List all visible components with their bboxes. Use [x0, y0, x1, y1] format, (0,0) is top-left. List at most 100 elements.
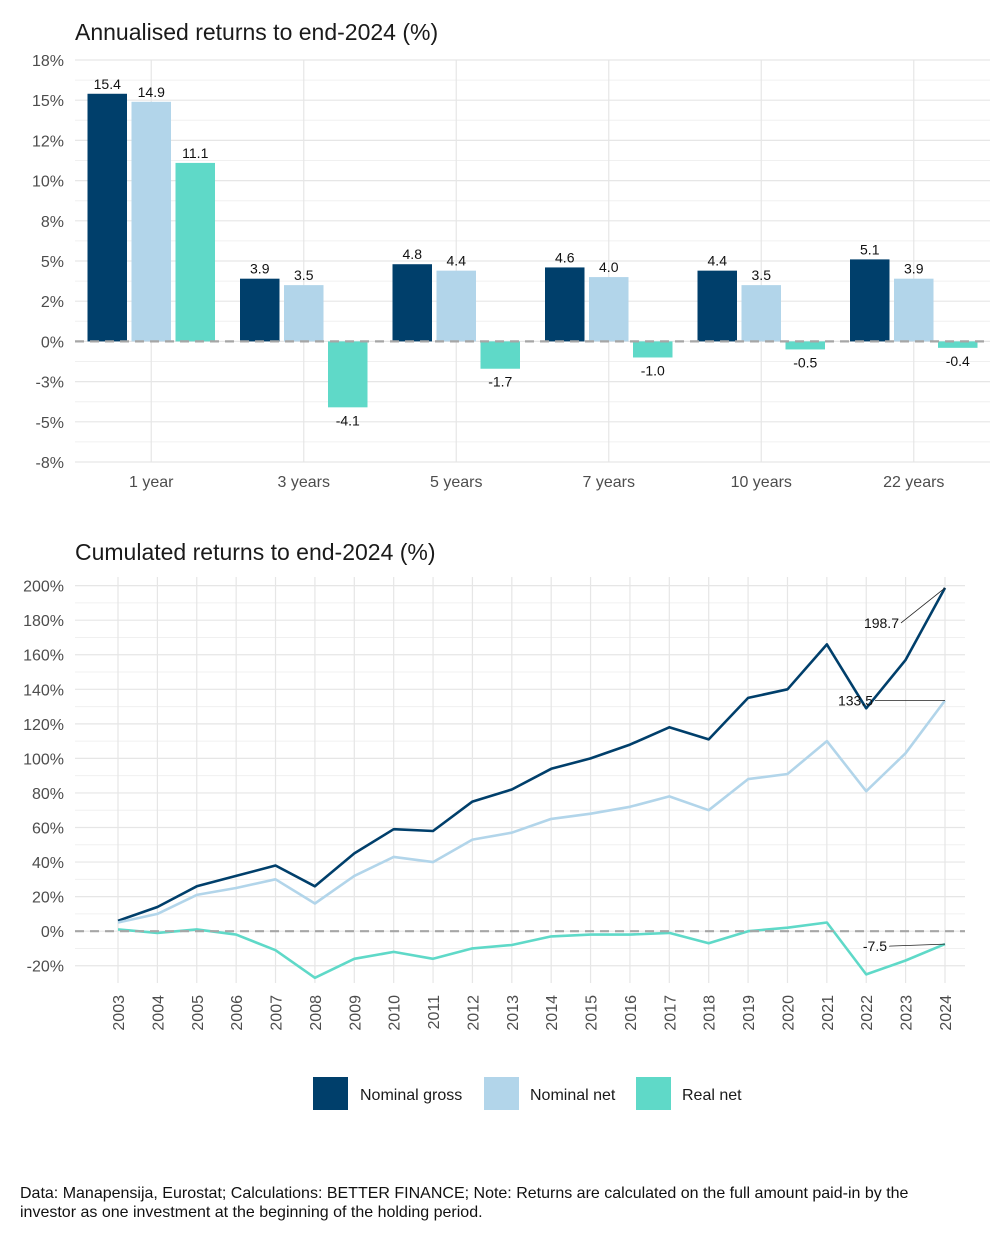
line-x-tick-label: 2006	[229, 995, 246, 1031]
line-y-tick-label: 0%	[41, 924, 64, 941]
bar-y-tick-label: 8%	[41, 214, 64, 231]
bar-chart-data-labels: 15.4 3.9 4.8 4.6 4.4 5.1 14.9 3.5 4.4 4.0 3.5 3.9 11…	[94, 76, 970, 429]
line-x-tick-label: 2007	[269, 995, 286, 1031]
line-y-tick-label: 100%	[23, 751, 64, 768]
bar-data-label: 4.0	[599, 259, 619, 275]
bar-data-label: 3.5	[294, 267, 314, 283]
line-chart-series	[117, 587, 947, 980]
legend-label-real-net: Real net	[682, 1087, 742, 1104]
line-y-tick-label: 160%	[23, 648, 64, 665]
line-y-tick-label: 40%	[32, 855, 64, 872]
legend-swatch-real-net	[636, 1077, 671, 1110]
bar-data-label: 15.4	[94, 76, 121, 92]
bar-data-label: 3.9	[250, 261, 270, 277]
end-label-leader	[900, 587, 946, 624]
bar-data-label: 4.4	[447, 253, 467, 269]
line-x-tick-label: 2019	[741, 995, 758, 1031]
bar-nominal-net	[131, 101, 171, 342]
bar-x-tick-label: 3 years	[278, 474, 330, 491]
bar-nominal-gross	[87, 93, 127, 342]
legend-label-nominal-gross: Nominal gross	[360, 1087, 462, 1104]
legend-swatch-nominal-net	[484, 1077, 519, 1110]
line-x-tick-label: 2003	[111, 995, 128, 1031]
line-x-tick-label: 2016	[623, 995, 640, 1031]
bar-y-tick-label: 15%	[32, 93, 64, 110]
bar-nominal-net	[436, 270, 476, 342]
bar-data-label: -1.7	[488, 374, 512, 390]
bar-data-label: 3.5	[752, 267, 772, 283]
bar-nominal-gross	[697, 270, 737, 342]
bar-nominal-net	[284, 285, 324, 342]
line-y-tick-label: 20%	[32, 890, 64, 907]
line-x-tick-label: 2010	[387, 995, 404, 1031]
bar-y-tick-label: 12%	[32, 133, 64, 150]
line-x-tick-label: 2009	[347, 995, 364, 1031]
line-x-tick-label: 2008	[308, 995, 325, 1031]
end-label-nominal-gross: 198.7	[864, 615, 899, 631]
bar-chart-title: Annualised returns to end-2024 (%)	[75, 19, 438, 45]
line-x-tick-label: 2018	[702, 995, 719, 1031]
end-label-leader	[888, 943, 946, 947]
bar-chart-axes: -8% -5% -3% 0% 2% 5% 8% 10% 12% 15% 18% 1 year 3 yea…	[32, 53, 990, 491]
line-x-tick-label: 2013	[505, 995, 522, 1031]
line-chart: Cumulated returns to end-2024 (%) 198.71…	[23, 539, 965, 1031]
bar-y-tick-label: 5%	[41, 254, 64, 271]
bar-data-label: -0.4	[946, 353, 970, 369]
line-nominal-gross	[117, 587, 947, 923]
bar-nominal-gross	[850, 259, 890, 342]
bar-y-tick-label: -3%	[36, 375, 64, 392]
bar-y-tick-label: 10%	[32, 174, 64, 191]
line-y-tick-label: 180%	[23, 613, 64, 630]
end-label-nominal-net: 133.5	[838, 693, 873, 709]
bar-chart: Annualised returns to end-2024 (%) 15.4 3…	[32, 19, 990, 491]
line-x-tick-label: 2017	[662, 995, 679, 1031]
line-x-tick-label: 2011	[426, 995, 443, 1030]
bar-y-tick-label: 2%	[41, 294, 64, 311]
line-y-tick-label: 140%	[23, 682, 64, 699]
line-x-tick-label: 2024	[938, 995, 955, 1031]
end-label-real-net: -7.5	[863, 938, 887, 954]
line-real-net	[117, 921, 946, 980]
line-x-tick-label: 2005	[190, 995, 207, 1031]
bar-nominal-gross	[240, 278, 280, 342]
bar-data-label: 4.4	[708, 253, 728, 269]
legend-swatch-nominal-gross	[313, 1077, 348, 1110]
bar-real-net	[633, 341, 673, 358]
line-x-tick-label: 2021	[820, 995, 837, 1031]
line-x-tick-label: 2004	[150, 995, 167, 1031]
legend-item-nominal-net: Nominal net	[484, 1077, 616, 1110]
bar-data-label: -1.0	[641, 362, 665, 378]
legend-item-real-net: Real net	[636, 1077, 742, 1110]
bar-y-tick-label: -8%	[36, 455, 64, 472]
bar-data-label: 14.9	[138, 84, 165, 100]
line-chart-title: Cumulated returns to end-2024 (%)	[75, 539, 436, 565]
bar-data-label: 4.8	[403, 246, 423, 262]
bar-real-net	[938, 341, 978, 348]
bar-y-tick-label: -5%	[36, 415, 64, 432]
bar-nominal-net	[589, 277, 629, 342]
bar-x-tick-label: 5 years	[430, 474, 482, 491]
bar-real-net	[328, 341, 368, 408]
line-chart-grid	[75, 577, 965, 983]
line-x-tick-label: 2020	[780, 995, 797, 1031]
bar-x-tick-label: 10 years	[731, 474, 792, 491]
line-chart-end-labels: 198.7 133.5 -7.5	[838, 587, 946, 954]
caption: Data: Manapensija, Eurostat; Calculation…	[20, 1185, 909, 1221]
bar-y-tick-label: 0%	[41, 334, 64, 351]
line-x-tick-label: 2015	[584, 995, 601, 1031]
bar-chart-bars	[87, 93, 978, 408]
bar-nominal-net	[741, 285, 781, 342]
bar-data-label: 11.1	[182, 145, 208, 161]
bar-real-net	[175, 162, 215, 342]
bar-data-label: 5.1	[860, 241, 880, 257]
bar-data-label: -4.1	[336, 412, 360, 428]
line-chart-axes: -20% 0% 20% 40% 60% 80% 100% 120% 140% 160% 180% 20…	[23, 579, 965, 1031]
bar-nominal-net	[894, 278, 934, 342]
bar-data-label: 3.9	[904, 261, 924, 277]
line-y-tick-label: 120%	[23, 717, 64, 734]
line-x-tick-label: 2012	[465, 995, 482, 1031]
line-x-tick-label: 2023	[899, 995, 916, 1031]
legend: Nominal gross Nominal net Real net	[313, 1077, 742, 1110]
line-nominal-net	[117, 699, 947, 924]
